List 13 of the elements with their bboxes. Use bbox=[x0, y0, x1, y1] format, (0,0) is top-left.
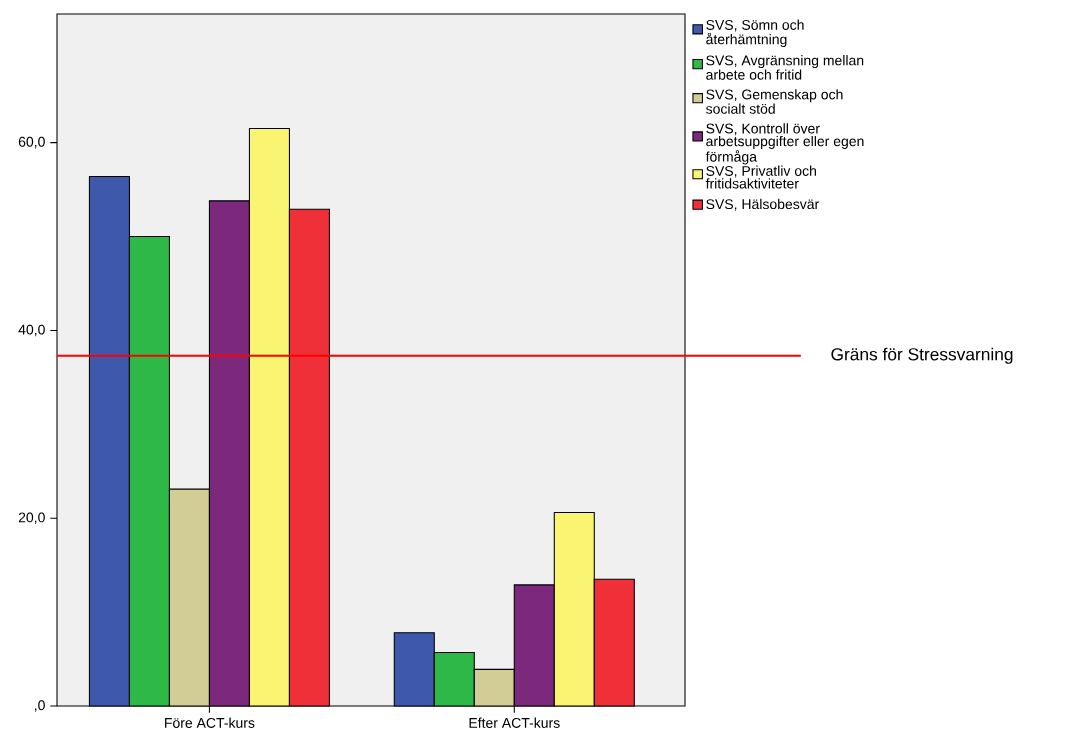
x-tick-label: Före ACT-kurs bbox=[165, 717, 255, 728]
legend-label: SVS, Hälsobesvär bbox=[706, 198, 819, 211]
legend-label: SVS, Kontroll över arbetsuppgifter eller egen förmåga bbox=[705, 123, 864, 165]
y-tick-label: 40,0 bbox=[18, 324, 45, 337]
legend-label: SVS, Privatliv och fritidsaktiviteter bbox=[705, 165, 816, 189]
legend-label: SVS, Avgränsning mellan arbete och fritid bbox=[706, 55, 864, 80]
legend-label: SVS, Gemenskap och socialt stöd bbox=[706, 89, 843, 114]
ref-line-label: Gräns för Stressvarning bbox=[831, 347, 1013, 364]
y-tick-label: ,0 bbox=[34, 700, 45, 712]
legend-label: SVS, Sömn och återhämtning bbox=[706, 19, 804, 48]
y-tick-label: 20,0 bbox=[18, 512, 45, 524]
x-tick-label: Efter ACT-kurs bbox=[469, 717, 560, 728]
y-tick-label: 60,0 bbox=[18, 136, 45, 149]
